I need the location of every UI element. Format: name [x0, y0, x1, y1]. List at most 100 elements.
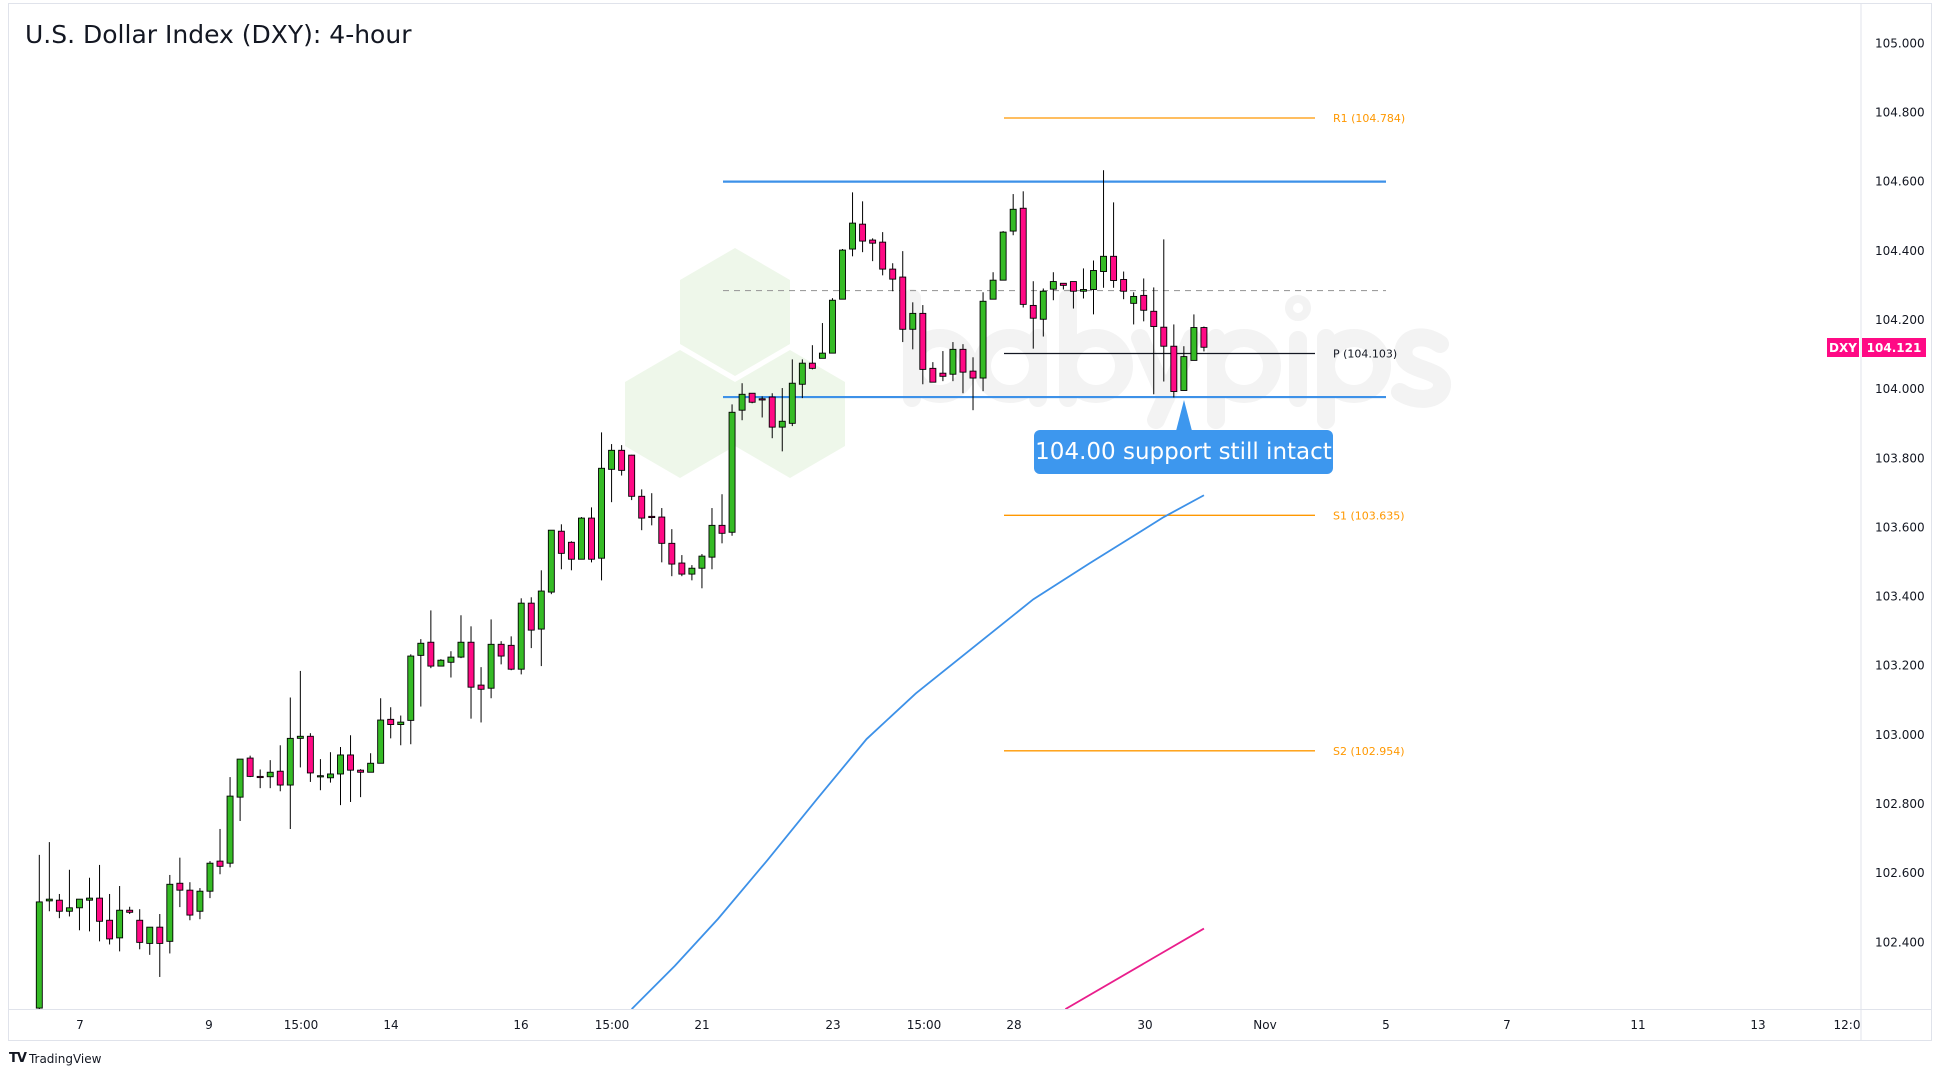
candle-body — [407, 655, 415, 721]
candle — [1130, 292, 1138, 325]
candle — [718, 494, 726, 544]
candle-body — [306, 735, 314, 774]
time-axis[interactable]: 7 9 15:00 14 16 15:00 21 23 15:00 28 30 Nov 5 7 11 13 12… — [76, 1018, 1860, 1032]
pivot-label: S1 (103.635) — [1333, 509, 1405, 522]
price-tick-label: 104.600 — [1875, 175, 1925, 189]
candle — [407, 654, 415, 745]
candle-body — [899, 276, 907, 330]
candle — [226, 777, 234, 868]
candle-body — [1150, 310, 1158, 327]
candle-body — [969, 370, 977, 379]
candle-body — [246, 757, 254, 777]
candle-body — [86, 897, 93, 901]
candle — [738, 383, 746, 421]
tradingview-logo-icon: TV — [9, 1051, 27, 1066]
candle — [517, 598, 525, 675]
candle-body — [1110, 255, 1118, 281]
candle — [618, 445, 626, 476]
candle — [1059, 282, 1067, 290]
candle-body — [829, 299, 836, 354]
candle-body — [387, 718, 395, 725]
candle — [1049, 272, 1057, 301]
candle-body — [628, 454, 636, 497]
candle-body — [808, 362, 816, 369]
candle — [658, 508, 666, 563]
candle-body — [1190, 327, 1198, 361]
time-tick-label: 15:00 — [595, 1018, 630, 1032]
candle — [306, 733, 314, 782]
candle-body — [638, 495, 646, 519]
candle-body — [698, 555, 706, 569]
candle-body — [1059, 282, 1067, 286]
candle — [1029, 281, 1037, 349]
candle — [1180, 346, 1188, 391]
candle-body — [989, 279, 997, 300]
candle-body — [316, 775, 324, 778]
candle — [186, 882, 194, 921]
candle-body — [537, 590, 545, 630]
candle — [1140, 278, 1148, 322]
time-tick-label: 7 — [1503, 1018, 1511, 1032]
candle-body — [427, 641, 435, 667]
candle — [578, 517, 585, 560]
candle — [1200, 326, 1208, 352]
candle — [457, 615, 465, 659]
time-tick-label: 21 — [694, 1018, 709, 1032]
candle-body — [497, 643, 505, 657]
candle — [487, 619, 495, 699]
price-tick-label: 103.400 — [1875, 590, 1925, 604]
time-tick-label: 15:00 — [284, 1018, 319, 1032]
candle-body — [1069, 281, 1077, 292]
candle — [678, 555, 686, 577]
candle-body — [347, 754, 354, 771]
tradingview-logo-text: TradingView — [28, 1051, 102, 1066]
candle — [327, 752, 334, 783]
candle-body — [266, 771, 274, 778]
candle — [1069, 281, 1077, 309]
candle-body — [1200, 327, 1208, 348]
candle — [76, 898, 83, 931]
candle-body — [226, 795, 234, 864]
candle — [567, 541, 575, 571]
candle — [156, 914, 164, 977]
pivot-label: P (104.103) — [1333, 347, 1397, 360]
candle — [788, 359, 796, 427]
candle-body — [728, 411, 736, 533]
tradingview-logo[interactable]: TV TradingView — [9, 1051, 101, 1066]
candle — [829, 298, 836, 354]
candle — [65, 869, 73, 917]
candle-body — [949, 348, 957, 375]
candle-body — [96, 897, 103, 922]
candle-body — [608, 449, 616, 470]
last-price-tag: 104.121 — [1862, 338, 1926, 357]
watermark-hexagon — [680, 248, 790, 376]
time-tick-label: Nov — [1253, 1018, 1276, 1032]
candle — [497, 641, 505, 665]
candle-body — [929, 367, 937, 383]
candle — [1150, 287, 1158, 395]
candle-body — [678, 562, 686, 575]
candle-body — [276, 770, 284, 786]
candle — [106, 893, 114, 945]
candle-body — [939, 372, 947, 377]
candle — [939, 351, 947, 382]
candle-body — [206, 862, 214, 892]
time-tick-label: 12:0 — [1834, 1018, 1861, 1032]
moving-average-line — [1064, 927, 1205, 1009]
candle-body — [116, 909, 124, 939]
pivot-label: S2 (102.954) — [1333, 745, 1405, 758]
candle — [276, 745, 284, 792]
candle-body — [708, 524, 716, 558]
candle-body — [788, 382, 796, 424]
candle-body — [477, 684, 485, 690]
candle — [347, 735, 354, 802]
time-tick-label: 5 — [1382, 1018, 1390, 1032]
candle-body — [136, 919, 144, 943]
candle-body — [1029, 304, 1037, 319]
candle — [246, 755, 254, 778]
price-axis[interactable]: 105.000 104.800 104.600 104.400 104.200 104.0… — [1875, 36, 1925, 949]
candle — [196, 888, 204, 920]
candle — [96, 864, 103, 942]
candle-body — [879, 241, 887, 270]
